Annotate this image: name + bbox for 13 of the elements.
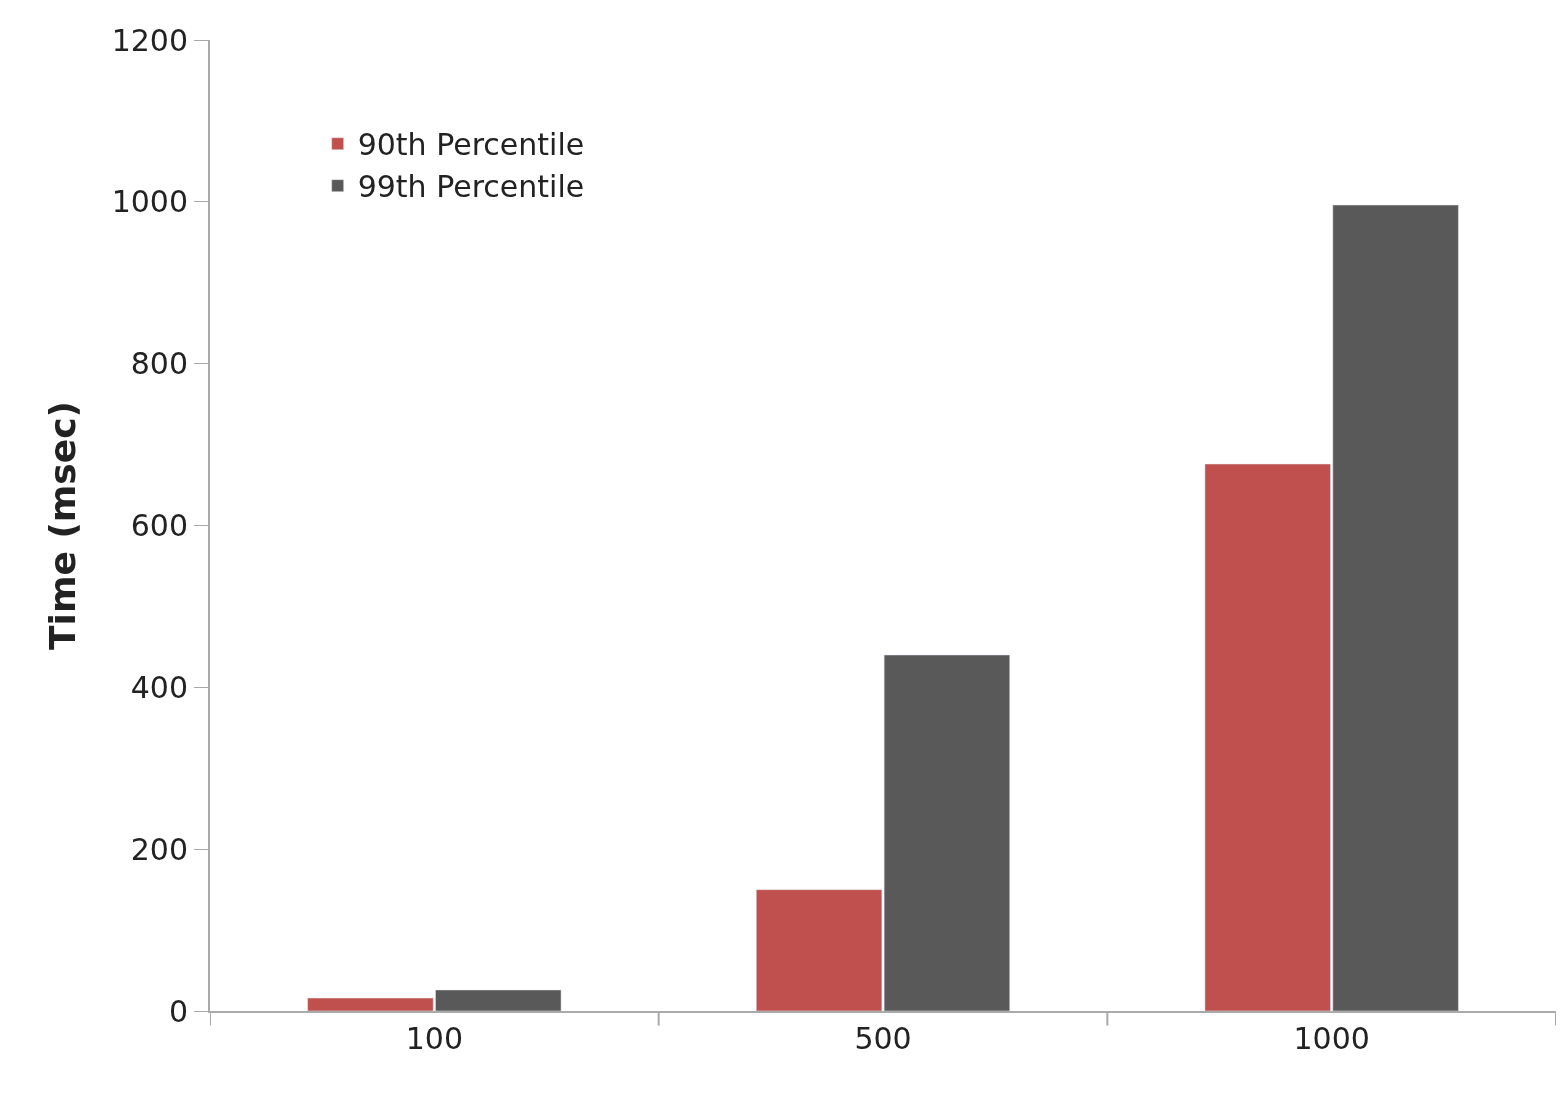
- y-tick-label: 600: [130, 508, 188, 543]
- y-tick-label: 200: [130, 831, 188, 867]
- y-tick-label: 400: [130, 669, 188, 705]
- legend-label: 99th Percentile: [357, 169, 585, 205]
- legend-label: 90th Percentile: [357, 127, 585, 163]
- y-tick-label: 800: [130, 346, 188, 382]
- y-axis-title: Time (msec): [42, 401, 84, 650]
- y-tick-label: 0: [168, 993, 188, 1029]
- y-tick-label: 1000: [111, 184, 188, 220]
- x-tick-label: 100: [405, 1021, 463, 1056]
- x-tick-label: 1000: [1293, 1021, 1370, 1056]
- x-tick-label: 500: [854, 1021, 912, 1056]
- y-tick-label: 1200: [111, 22, 188, 58]
